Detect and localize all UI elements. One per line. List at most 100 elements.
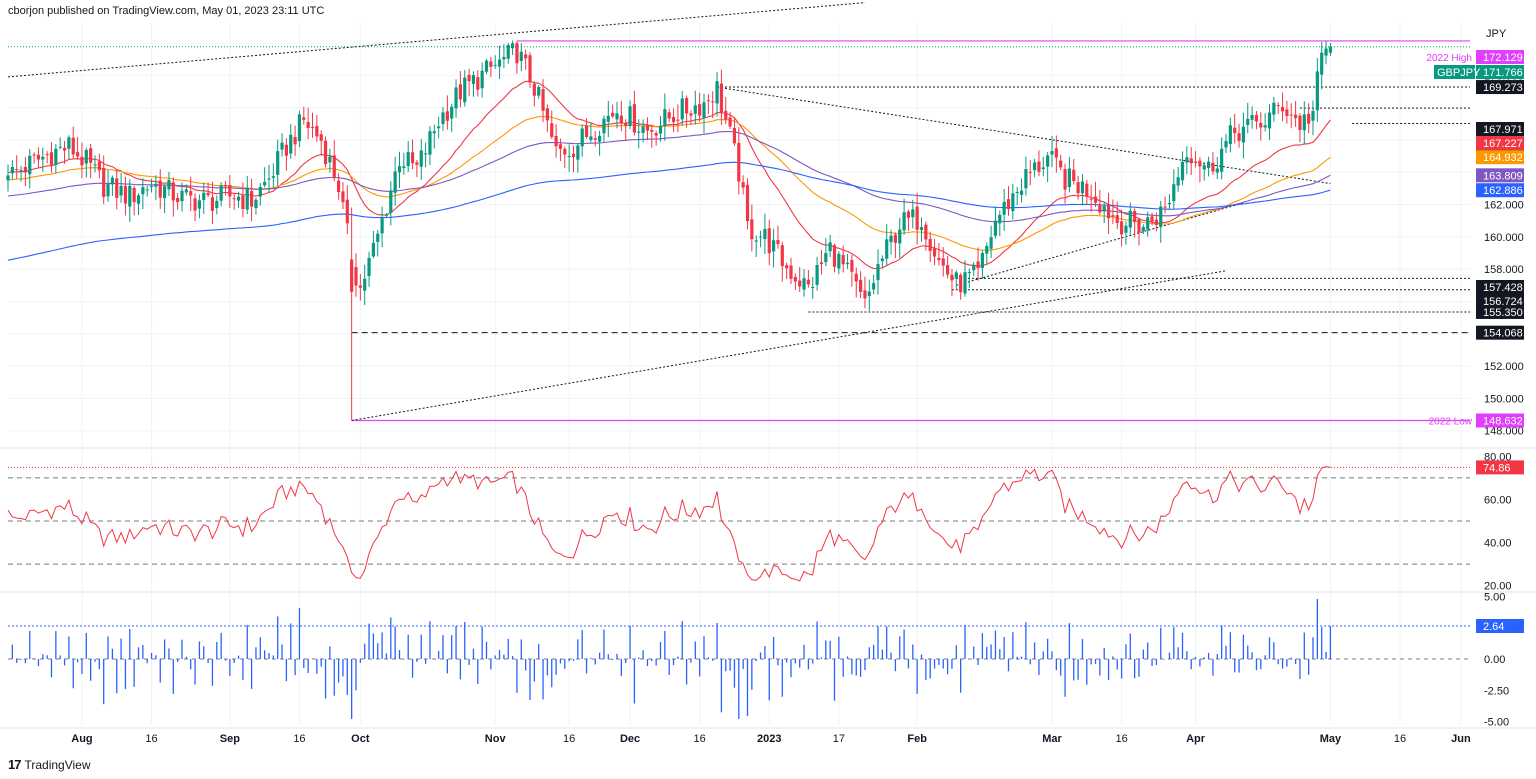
candle-body[interactable] xyxy=(893,234,897,243)
candle-body[interactable] xyxy=(811,286,815,288)
candle-body[interactable] xyxy=(841,255,845,265)
candle-body[interactable] xyxy=(341,191,345,203)
candle-body[interactable] xyxy=(524,54,528,59)
candle-body[interactable] xyxy=(480,70,484,89)
candle-body[interactable] xyxy=(232,198,236,200)
candle-body[interactable] xyxy=(389,190,393,213)
candle-body[interactable] xyxy=(493,64,497,66)
candle-body[interactable] xyxy=(223,184,228,187)
candle-body[interactable] xyxy=(1076,182,1080,194)
candle-body[interactable] xyxy=(850,260,854,272)
candle-body[interactable] xyxy=(250,190,254,207)
footer-brand[interactable]: 17 TradingView xyxy=(8,757,91,772)
candle-body[interactable] xyxy=(1154,219,1158,225)
candle-body[interactable] xyxy=(289,134,293,154)
candle-body[interactable] xyxy=(1224,140,1228,148)
candle-body[interactable] xyxy=(876,264,880,281)
candle-body[interactable] xyxy=(1163,206,1167,208)
candle-body[interactable] xyxy=(93,164,97,166)
candle-body[interactable] xyxy=(754,240,758,242)
candlestick-series[interactable] xyxy=(6,40,1332,421)
candle-body[interactable] xyxy=(358,285,362,288)
candle-body[interactable] xyxy=(49,152,54,166)
candle-body[interactable] xyxy=(476,77,480,90)
candle-body[interactable] xyxy=(89,148,93,163)
candle-body[interactable] xyxy=(928,238,932,251)
candle-body[interactable] xyxy=(959,274,963,293)
candle-body[interactable] xyxy=(611,112,615,117)
candle-body[interactable] xyxy=(989,237,993,249)
candle-body[interactable] xyxy=(793,276,797,282)
candle-body[interactable] xyxy=(345,199,349,224)
candle-body[interactable] xyxy=(854,273,858,282)
candle-body[interactable] xyxy=(36,154,41,160)
candle-body[interactable] xyxy=(941,258,945,266)
candle-body[interactable] xyxy=(1172,184,1176,202)
candle-body[interactable] xyxy=(963,272,967,294)
candle-body[interactable] xyxy=(1285,109,1289,116)
candle-body[interactable] xyxy=(463,77,467,103)
candle-body[interactable] xyxy=(615,113,619,120)
candle-body[interactable] xyxy=(1067,168,1071,187)
candle-body[interactable] xyxy=(471,75,476,84)
candle-body[interactable] xyxy=(859,279,863,292)
candle-body[interactable] xyxy=(602,118,606,134)
candle-body[interactable] xyxy=(763,228,767,240)
candle-body[interactable] xyxy=(1124,225,1128,233)
candle-body[interactable] xyxy=(719,83,723,113)
candle-body[interactable] xyxy=(228,185,232,197)
candle-body[interactable] xyxy=(554,135,558,147)
candle-body[interactable] xyxy=(728,117,732,127)
candle-body[interactable] xyxy=(1280,106,1285,112)
candle-body[interactable] xyxy=(1050,151,1054,155)
candle-body[interactable] xyxy=(1237,133,1241,142)
candle-body[interactable] xyxy=(1254,115,1259,122)
candle-body[interactable] xyxy=(741,182,745,188)
candle-body[interactable] xyxy=(1011,193,1015,212)
candle-body[interactable] xyxy=(580,128,584,147)
candle-body[interactable] xyxy=(280,142,284,150)
candle-body[interactable] xyxy=(1080,181,1085,194)
candle-body[interactable] xyxy=(310,126,315,128)
candle-body[interactable] xyxy=(632,104,636,133)
candle-body[interactable] xyxy=(350,259,354,292)
candle-body[interactable] xyxy=(1315,71,1319,111)
candle-body[interactable] xyxy=(1115,215,1119,223)
candle-body[interactable] xyxy=(163,186,167,199)
candle-body[interactable] xyxy=(97,161,101,171)
candle-body[interactable] xyxy=(576,145,580,160)
candle-body[interactable] xyxy=(654,132,658,136)
candle-body[interactable] xyxy=(924,224,928,240)
candle-body[interactable] xyxy=(606,115,610,122)
candle-body[interactable] xyxy=(1328,46,1332,53)
candle-body[interactable] xyxy=(689,113,693,116)
candle-body[interactable] xyxy=(932,248,937,257)
candle-body[interactable] xyxy=(84,149,88,164)
candle-body[interactable] xyxy=(946,265,950,275)
candle-body[interactable] xyxy=(1307,113,1311,124)
candle-body[interactable] xyxy=(1024,169,1028,189)
candle-body[interactable] xyxy=(967,271,971,273)
candle-body[interactable] xyxy=(671,117,676,123)
candle-body[interactable] xyxy=(550,123,554,137)
candle-body[interactable] xyxy=(976,261,980,269)
candle-body[interactable] xyxy=(1098,204,1102,213)
candle-body[interactable] xyxy=(1059,160,1063,168)
candle-body[interactable] xyxy=(1150,216,1154,222)
candle-body[interactable] xyxy=(1133,210,1137,223)
candle-body[interactable] xyxy=(1146,217,1150,230)
candle-body[interactable] xyxy=(889,235,893,243)
candle-body[interactable] xyxy=(919,227,924,231)
candle-body[interactable] xyxy=(637,131,641,133)
candle-body[interactable] xyxy=(367,257,371,277)
candle-body[interactable] xyxy=(537,86,541,96)
candle-body[interactable] xyxy=(750,219,754,240)
candle-body[interactable] xyxy=(1259,122,1263,128)
candle-body[interactable] xyxy=(167,179,171,190)
candle-body[interactable] xyxy=(1111,215,1115,217)
candle-body[interactable] xyxy=(1198,160,1202,167)
candle-body[interactable] xyxy=(863,290,867,299)
candle-body[interactable] xyxy=(541,89,545,111)
candle-body[interactable] xyxy=(1207,161,1211,168)
candle-body[interactable] xyxy=(1019,190,1024,195)
